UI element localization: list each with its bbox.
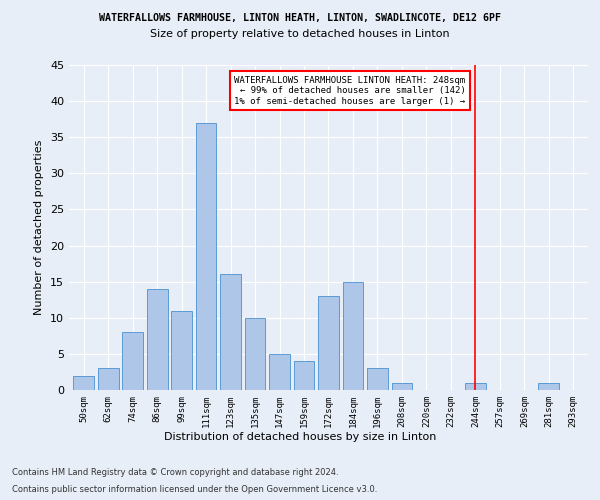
- Bar: [465, 383, 486, 390]
- Bar: [245, 318, 265, 390]
- Text: WATERFALLOWS FARMHOUSE, LINTON HEATH, LINTON, SWADLINCOTE, DE12 6PF: WATERFALLOWS FARMHOUSE, LINTON HEATH, LI…: [99, 12, 501, 22]
- Y-axis label: Number of detached properties: Number of detached properties: [34, 140, 44, 315]
- Bar: [367, 368, 388, 390]
- Bar: [343, 282, 364, 390]
- Text: Distribution of detached houses by size in Linton: Distribution of detached houses by size …: [164, 432, 436, 442]
- Bar: [122, 332, 143, 390]
- Bar: [171, 310, 192, 390]
- Text: Contains public sector information licensed under the Open Government Licence v3: Contains public sector information licen…: [12, 484, 377, 494]
- Bar: [318, 296, 339, 390]
- Text: Size of property relative to detached houses in Linton: Size of property relative to detached ho…: [150, 29, 450, 39]
- Bar: [538, 383, 559, 390]
- Bar: [293, 361, 314, 390]
- Bar: [196, 123, 217, 390]
- Bar: [392, 383, 412, 390]
- Bar: [220, 274, 241, 390]
- Bar: [269, 354, 290, 390]
- Bar: [73, 376, 94, 390]
- Bar: [98, 368, 119, 390]
- Text: Contains HM Land Registry data © Crown copyright and database right 2024.: Contains HM Land Registry data © Crown c…: [12, 468, 338, 477]
- Bar: [147, 289, 167, 390]
- Text: WATERFALLOWS FARMHOUSE LINTON HEATH: 248sqm
← 99% of detached houses are smaller: WATERFALLOWS FARMHOUSE LINTON HEATH: 248…: [235, 76, 466, 106]
